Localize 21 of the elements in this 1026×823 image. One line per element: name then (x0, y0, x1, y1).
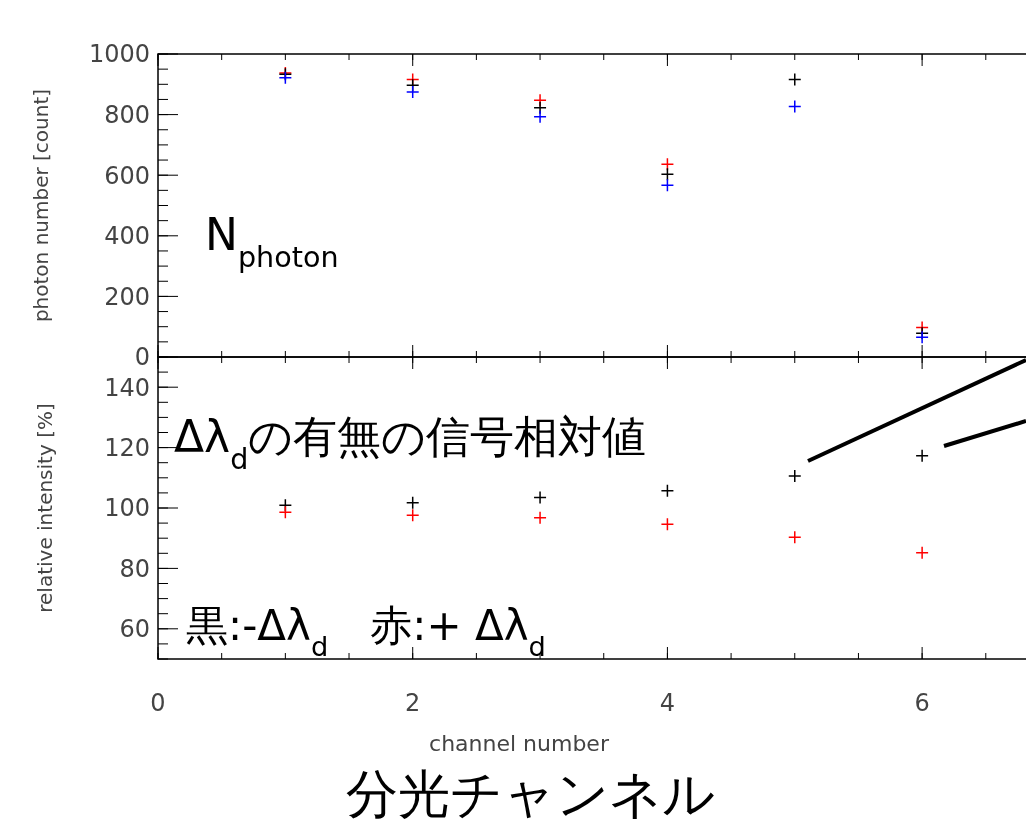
x-tick-label: 4 (659, 689, 676, 717)
x-tick-label: 2 (405, 689, 421, 717)
y-axis-title: photon number [count] (29, 88, 53, 323)
text: 黒:-Δλ$_{d}$ 赤:+ Δλ$_{d}$ (186, 601, 546, 662)
y-tick-label: 800 (104, 101, 150, 129)
y-tick-label: 200 (104, 282, 150, 311)
y-tick-label: 0 (134, 343, 150, 372)
y-tick-label: 600 (104, 161, 150, 190)
x-tick-label: 6 (914, 689, 930, 717)
y-tick-label: 1000 (88, 40, 150, 69)
y-tick-label: 100 (104, 494, 150, 523)
text: 分光チャンネル (345, 764, 715, 823)
y-tick-label: 140 (104, 373, 150, 402)
y-tick-label: 80 (119, 554, 150, 583)
annotation: Δλ$_{d}$の有無の信号相対値 (174, 411, 647, 476)
y-axis-title: relative intensity [%] (33, 403, 57, 613)
y-tick-label: 400 (104, 222, 150, 251)
x-axis-title: channel number (429, 731, 610, 756)
y-tick-label: 60 (119, 615, 150, 644)
y-tick-label: 120 (104, 434, 150, 462)
annotation: N$_{photon}$ (205, 209, 339, 274)
